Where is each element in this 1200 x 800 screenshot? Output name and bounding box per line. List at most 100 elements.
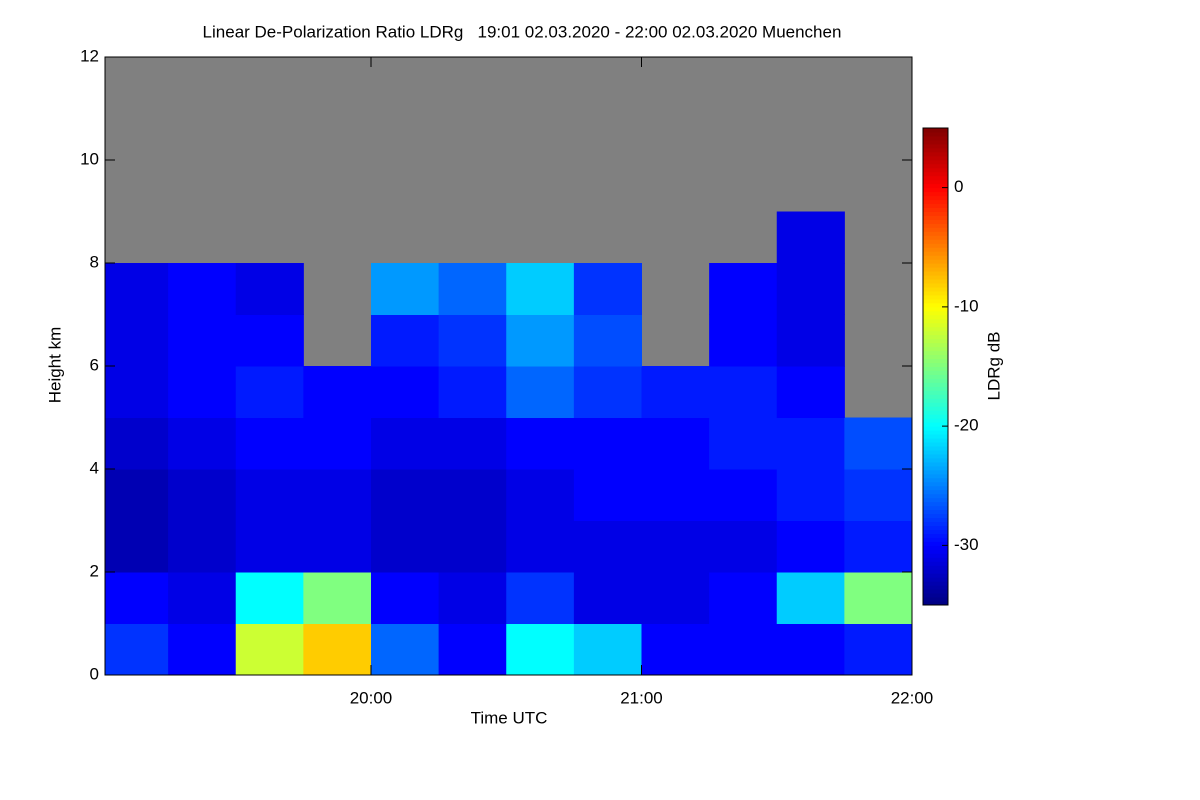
- heatmap-cell: [709, 623, 778, 676]
- heatmap-cell: [573, 417, 642, 470]
- heatmap-cell: [235, 417, 304, 470]
- heatmap-cell: [709, 417, 778, 470]
- colorbar-step: [923, 151, 948, 157]
- heatmap-cell: [303, 520, 372, 573]
- heatmap-cell: [573, 469, 642, 521]
- heatmap-cell: [506, 263, 575, 315]
- colorbar-step: [923, 350, 948, 356]
- colorbar-step: [923, 139, 948, 145]
- colorbar-step: [923, 438, 948, 443]
- colorbar-step: [923, 422, 948, 427]
- y-tick-label: 10: [80, 149, 99, 168]
- colorbar-step: [923, 497, 948, 503]
- colorbar-frame: [922, 127, 949, 606]
- heatmap-cell: [776, 211, 845, 264]
- heatmap-cell: [235, 520, 304, 573]
- colorbar-step: [923, 414, 948, 419]
- colorbar-step: [923, 147, 948, 153]
- colorbar-step: [923, 215, 948, 220]
- colorbar-step: [923, 597, 948, 602]
- colorbar-step: [923, 449, 948, 455]
- heatmap-cell: [573, 366, 642, 418]
- heatmap-cell: [573, 623, 642, 676]
- colorbar-step: [923, 298, 948, 304]
- colorbar-step: [923, 310, 948, 316]
- colorbar-step: [923, 589, 948, 594]
- colorbar-step: [923, 187, 948, 193]
- colorbar-step: [923, 481, 948, 487]
- colorbar-step: [923, 402, 948, 407]
- colorbar-step: [923, 294, 948, 300]
- colorbar-step: [923, 362, 948, 367]
- colorbar-step: [923, 457, 948, 463]
- colorbar-step: [923, 183, 948, 189]
- heatmap-cell: [506, 623, 575, 676]
- heatmap-cell: [168, 572, 237, 624]
- heatmap-cell: [438, 623, 507, 676]
- heatmap-cell: [709, 263, 778, 315]
- heatmap-cell: [168, 263, 237, 315]
- colorbar-step: [923, 155, 948, 161]
- heatmap-cell: [776, 314, 845, 367]
- colorbar-step: [923, 306, 948, 312]
- colorbar-step: [923, 366, 948, 371]
- colorbar-step: [923, 223, 948, 228]
- heatmap-cell: [370, 314, 440, 367]
- heatmap-cell: [105, 469, 169, 521]
- heatmap-cell: [641, 417, 710, 470]
- heatmap-cell: [235, 314, 304, 367]
- heatmap-cell: [438, 572, 507, 624]
- heatmap-cell: [168, 366, 237, 418]
- y-tick-label: 0: [90, 664, 99, 683]
- colorbar-step: [923, 410, 948, 415]
- colorbar-step: [923, 342, 948, 348]
- colorbar-step: [923, 179, 948, 185]
- heatmap-cell: [709, 520, 778, 573]
- colorbar-step: [923, 573, 948, 578]
- x-tick-label: 22:00: [891, 688, 934, 707]
- heatmap-cell: [168, 469, 237, 521]
- colorbar-step: [923, 271, 948, 276]
- heatmap-cell: [776, 366, 845, 418]
- colorbar-step: [923, 243, 948, 248]
- heatmap-cell: [168, 520, 237, 573]
- colorbar-step: [923, 525, 948, 530]
- heatmap-cell: [641, 623, 710, 676]
- colorbar-step: [923, 426, 948, 431]
- colorbar-step: [923, 175, 948, 181]
- heatmap-cell: [235, 263, 304, 315]
- colorbar-step: [923, 390, 948, 395]
- heatmap-cell: [844, 572, 913, 624]
- colorbar-step: [923, 247, 948, 252]
- heatmap-cell: [235, 623, 304, 676]
- heatmap-cell: [573, 263, 642, 315]
- heatmap-cell: [506, 572, 575, 624]
- heatmap-cell: [370, 520, 440, 573]
- heatmap-cell: [844, 623, 913, 676]
- colorbar-step: [923, 358, 948, 364]
- heatmap-cell: [105, 366, 169, 418]
- colorbar-step: [923, 469, 948, 475]
- heatmap-cell: [303, 417, 372, 470]
- heatmap-cell: [105, 520, 169, 573]
- colorbar-step: [923, 461, 948, 467]
- heatmap-cell: [438, 417, 507, 470]
- heatmap-cell: [506, 520, 575, 573]
- heatmap-cell: [105, 263, 169, 315]
- colorbar-step: [923, 131, 948, 137]
- heatmap-cell: [105, 314, 169, 367]
- heatmap-cell: [506, 366, 575, 418]
- colorbar-step: [923, 263, 948, 268]
- heatmap-cell: [235, 572, 304, 624]
- colorbar-tick-label: -10: [954, 296, 979, 315]
- colorbar-step: [923, 398, 948, 403]
- colorbar-step: [923, 135, 948, 141]
- heatmap-cell: [506, 417, 575, 470]
- heatmap-cell: [303, 469, 372, 521]
- colorbar-step: [923, 322, 948, 328]
- heatmap-cell: [235, 469, 304, 521]
- colorbar-step: [923, 219, 948, 224]
- colorbar-step: [923, 521, 948, 526]
- colorbar-step: [923, 434, 948, 439]
- colorbar-step: [923, 517, 948, 523]
